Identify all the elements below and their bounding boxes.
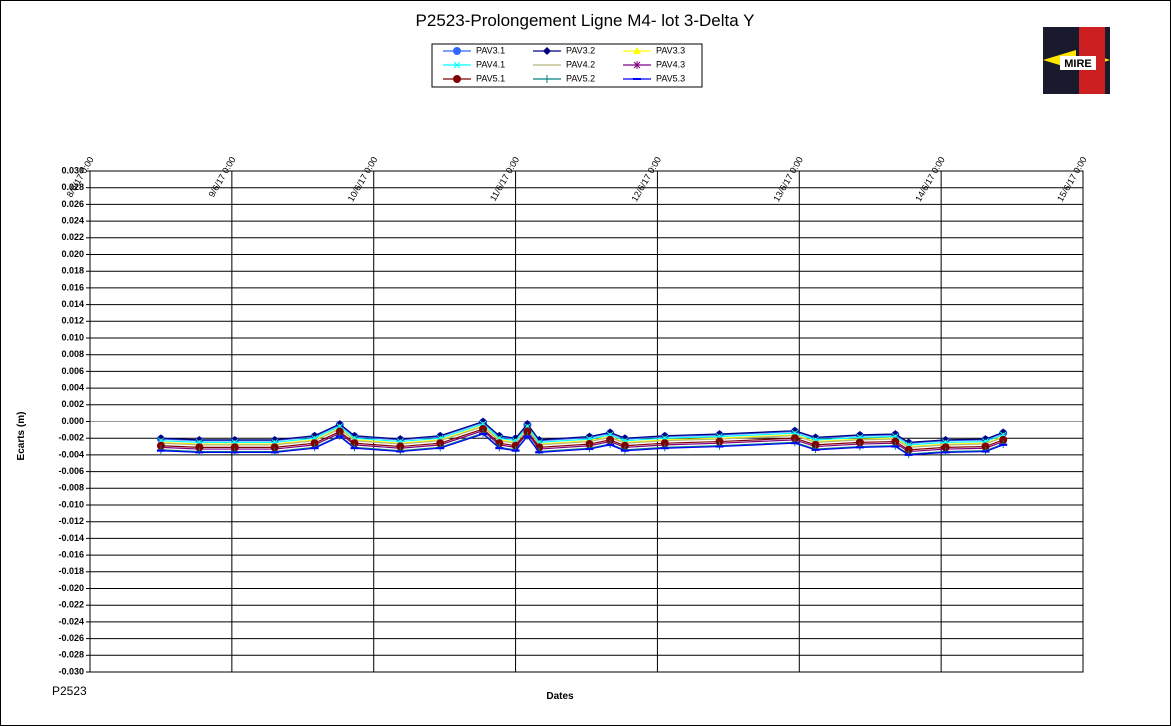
y-tick-label: 0.014 — [61, 299, 84, 309]
legend-box — [431, 43, 703, 88]
marker — [543, 75, 551, 83]
y-tick-label: 0.010 — [61, 332, 84, 342]
y-tick-label: 0.008 — [61, 349, 84, 359]
legend-label: PAV3.3 — [656, 45, 685, 55]
x-axis-label: Dates — [546, 691, 574, 702]
legend-label: PAV4.1 — [476, 59, 505, 69]
series — [156, 425, 1008, 454]
y-tick-label: 0.022 — [61, 232, 84, 242]
y-tick-label: -0.006 — [58, 466, 84, 476]
y-tick-label: 0.012 — [61, 316, 84, 326]
y-tick-label: -0.030 — [58, 666, 84, 676]
y-tick-label: -0.024 — [58, 616, 84, 626]
legend-label: PAV5.3 — [656, 73, 685, 83]
y-tick-label: -0.026 — [58, 633, 84, 643]
y-tick-label: -0.014 — [58, 533, 84, 543]
y-tick-label: 0.028 — [61, 182, 84, 192]
y-tick-label: -0.012 — [58, 516, 84, 526]
y-tick-label: -0.022 — [58, 600, 84, 610]
y-tick-label: -0.010 — [58, 499, 84, 509]
y-tick-label: -0.016 — [58, 549, 84, 559]
marker — [999, 428, 1008, 437]
footer: P2523 — [52, 684, 87, 698]
y-tick-label: -0.004 — [58, 449, 84, 459]
series — [156, 433, 1008, 456]
marker — [523, 420, 532, 429]
y-tick-label: 0.000 — [61, 416, 84, 426]
marker — [543, 47, 551, 55]
y-tick-label: 0.002 — [61, 399, 84, 409]
marker — [453, 75, 461, 83]
y-tick-label: -0.018 — [58, 566, 84, 576]
chart-title: P2523-Prolongement Ligne M4- lot 3-Delta… — [416, 11, 755, 30]
y-tick-label: 0.026 — [61, 199, 84, 209]
marker — [453, 61, 461, 69]
y-tick-label: -0.008 — [58, 483, 84, 493]
legend-label: PAV4.3 — [656, 59, 685, 69]
logo-text: MIRE — [1064, 58, 1092, 70]
logo: MIRE — [1043, 27, 1110, 94]
y-tick-label: 0.024 — [61, 215, 84, 225]
y-tick-label: 0.006 — [61, 366, 84, 376]
marker — [335, 420, 344, 429]
legend-label: PAV5.1 — [476, 73, 505, 83]
marker — [633, 47, 641, 54]
marker — [479, 417, 488, 426]
marker — [453, 47, 461, 55]
legend-label: PAV4.2 — [566, 59, 595, 69]
y-tick-label: 0.016 — [61, 282, 84, 292]
legend-label: PAV3.1 — [476, 45, 505, 55]
y-tick-label: 0.030 — [61, 165, 84, 175]
y-tick-label: -0.002 — [58, 433, 84, 443]
marker — [606, 428, 615, 437]
y-axis-label: Ecarts (m) — [16, 412, 27, 461]
legend-label: PAV3.2 — [566, 45, 595, 55]
legend-label: PAV5.2 — [566, 73, 595, 83]
marker — [633, 61, 641, 69]
y-tick-label: -0.020 — [58, 583, 84, 593]
y-tick-label: 0.018 — [61, 266, 84, 276]
y-tick-label: -0.028 — [58, 650, 84, 660]
y-tick-label: 0.020 — [61, 249, 84, 259]
y-tick-label: 0.004 — [61, 382, 84, 392]
